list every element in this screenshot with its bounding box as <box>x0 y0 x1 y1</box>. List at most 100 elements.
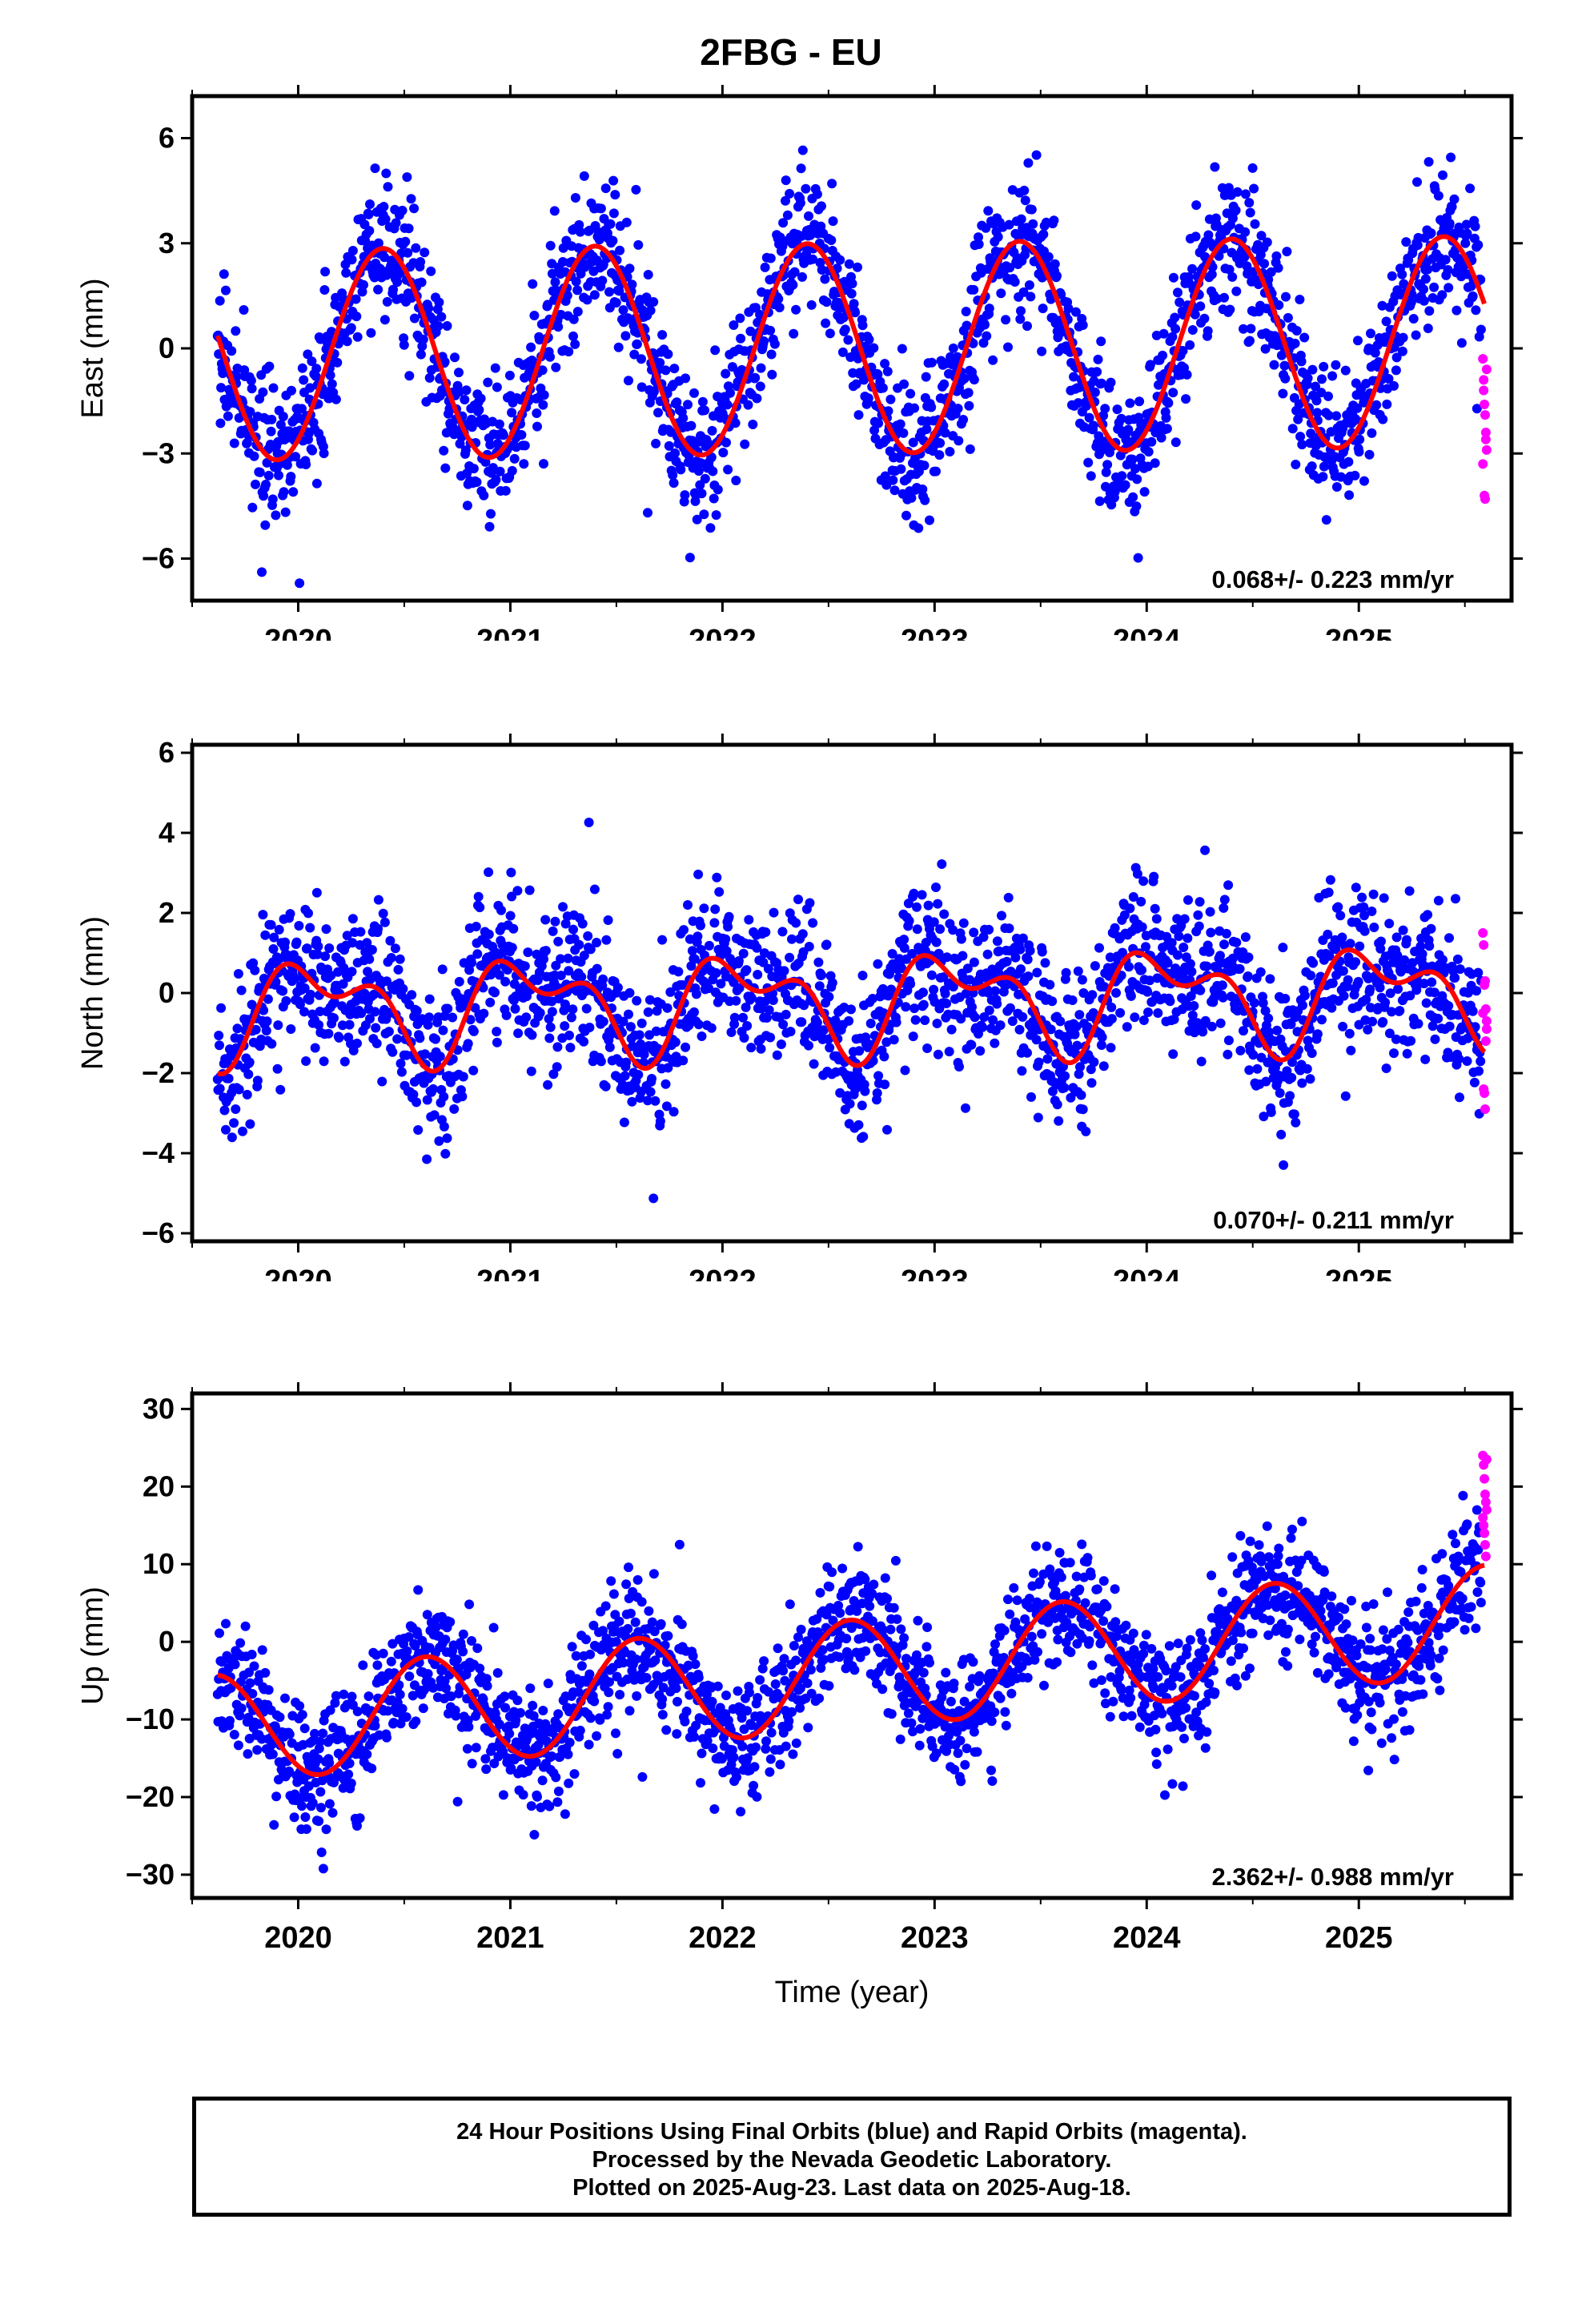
north-rapid-point <box>1480 1104 1490 1114</box>
east-data-point <box>486 509 496 519</box>
east-data-point <box>1352 403 1363 413</box>
up-data-point <box>343 1769 354 1779</box>
north-data-point <box>997 911 1006 921</box>
east-data-point <box>1207 269 1217 279</box>
north-xtick-label: 2020 <box>264 1265 332 1281</box>
north-data-point <box>479 1008 489 1019</box>
north-data-point <box>386 953 396 963</box>
north-data-point <box>439 1121 449 1132</box>
north-data-point <box>501 1010 512 1020</box>
north-data-point <box>324 943 335 953</box>
north-data-point <box>363 967 373 977</box>
north-data-point <box>1430 1034 1440 1044</box>
east-data-point <box>965 444 975 454</box>
north-data-point <box>670 1037 681 1047</box>
north-data-point <box>1081 1126 1091 1136</box>
up-data-point <box>551 1772 561 1783</box>
north-data-point <box>669 1107 679 1117</box>
up-data-point <box>512 1695 523 1706</box>
east-data-point <box>1191 200 1202 211</box>
east-data-point <box>1382 399 1392 409</box>
north-data-point <box>714 887 725 897</box>
north-data-point <box>1384 919 1395 929</box>
east-data-point <box>926 402 937 412</box>
up-data-point <box>602 1710 612 1720</box>
up-data-point <box>452 1655 462 1665</box>
north-data-point <box>624 987 635 998</box>
east-data-point <box>615 245 625 255</box>
north-data-point <box>548 926 558 936</box>
north-data-point <box>1404 886 1415 896</box>
north-data-point <box>636 1018 647 1028</box>
up-data-point <box>553 1786 564 1796</box>
north-data-point <box>423 1019 433 1030</box>
east-data-point <box>982 331 992 341</box>
east-data-point <box>820 274 830 284</box>
north-data-point <box>1391 1034 1401 1044</box>
east-data-point <box>849 299 859 309</box>
north-data-point <box>1142 987 1153 997</box>
north-data-point <box>396 1059 406 1068</box>
east-xtick-label: 2020 <box>264 624 332 641</box>
north-data-point <box>437 964 448 975</box>
east-data-point <box>1343 456 1354 467</box>
up-data-point <box>451 1711 461 1721</box>
east-data-point <box>1311 381 1320 392</box>
east-data-point <box>498 430 508 440</box>
north-data-point <box>1166 938 1177 948</box>
up-data-point <box>576 1661 587 1671</box>
east-data-point <box>380 214 391 224</box>
north-data-point <box>1331 944 1341 955</box>
north-data-point <box>1405 991 1415 1001</box>
north-data-point <box>678 1055 689 1066</box>
north-data-point <box>247 999 257 1010</box>
north-data-point <box>693 869 704 879</box>
north-data-point <box>821 939 832 950</box>
east-data-point <box>1296 356 1307 367</box>
north-data-point <box>295 999 305 1010</box>
up-data-point <box>314 1816 324 1827</box>
east-data-point <box>215 418 226 428</box>
east-data-point <box>295 578 305 589</box>
north-data-point <box>260 930 271 940</box>
north-data-point <box>1285 1091 1295 1101</box>
north-data-point <box>1145 975 1155 986</box>
north-data-point <box>429 1110 440 1120</box>
east-data-point <box>1424 306 1435 316</box>
up-data-point <box>297 1801 307 1811</box>
east-data-point <box>759 336 769 346</box>
up-data-point <box>307 1736 318 1747</box>
north-data-point <box>321 924 331 935</box>
north-data-point <box>1141 942 1150 952</box>
east-data-point <box>1158 328 1169 339</box>
north-data-point <box>338 979 348 989</box>
east-data-point <box>1069 372 1078 382</box>
east-data-point <box>670 448 681 458</box>
east-rapid-point <box>1481 444 1492 455</box>
north-data-point <box>1223 1035 1234 1046</box>
north-data-point <box>1106 1043 1116 1053</box>
east-data-point <box>1423 324 1433 333</box>
east-data-point <box>882 366 893 376</box>
north-data-point <box>424 994 435 1004</box>
north-data-point <box>1272 1025 1283 1035</box>
east-data-point <box>797 271 807 282</box>
east-data-point <box>257 567 267 577</box>
east-data-point <box>604 287 614 297</box>
up-data-point <box>318 1864 328 1874</box>
north-data-point <box>438 1025 448 1035</box>
east-data-point <box>1082 400 1091 411</box>
east-data-point <box>223 411 233 421</box>
east-data-point <box>1279 360 1290 371</box>
north-data-point <box>337 1020 347 1031</box>
east-data-point <box>1377 300 1387 311</box>
east-data-point <box>490 363 500 373</box>
north-data-point <box>560 1021 570 1031</box>
north-data-point <box>1402 1048 1412 1059</box>
east-data-point <box>1178 346 1188 356</box>
north-data-point <box>912 902 921 912</box>
north-data-point <box>857 1100 867 1111</box>
north-data-point <box>263 994 273 1004</box>
east-data-point <box>686 420 697 431</box>
